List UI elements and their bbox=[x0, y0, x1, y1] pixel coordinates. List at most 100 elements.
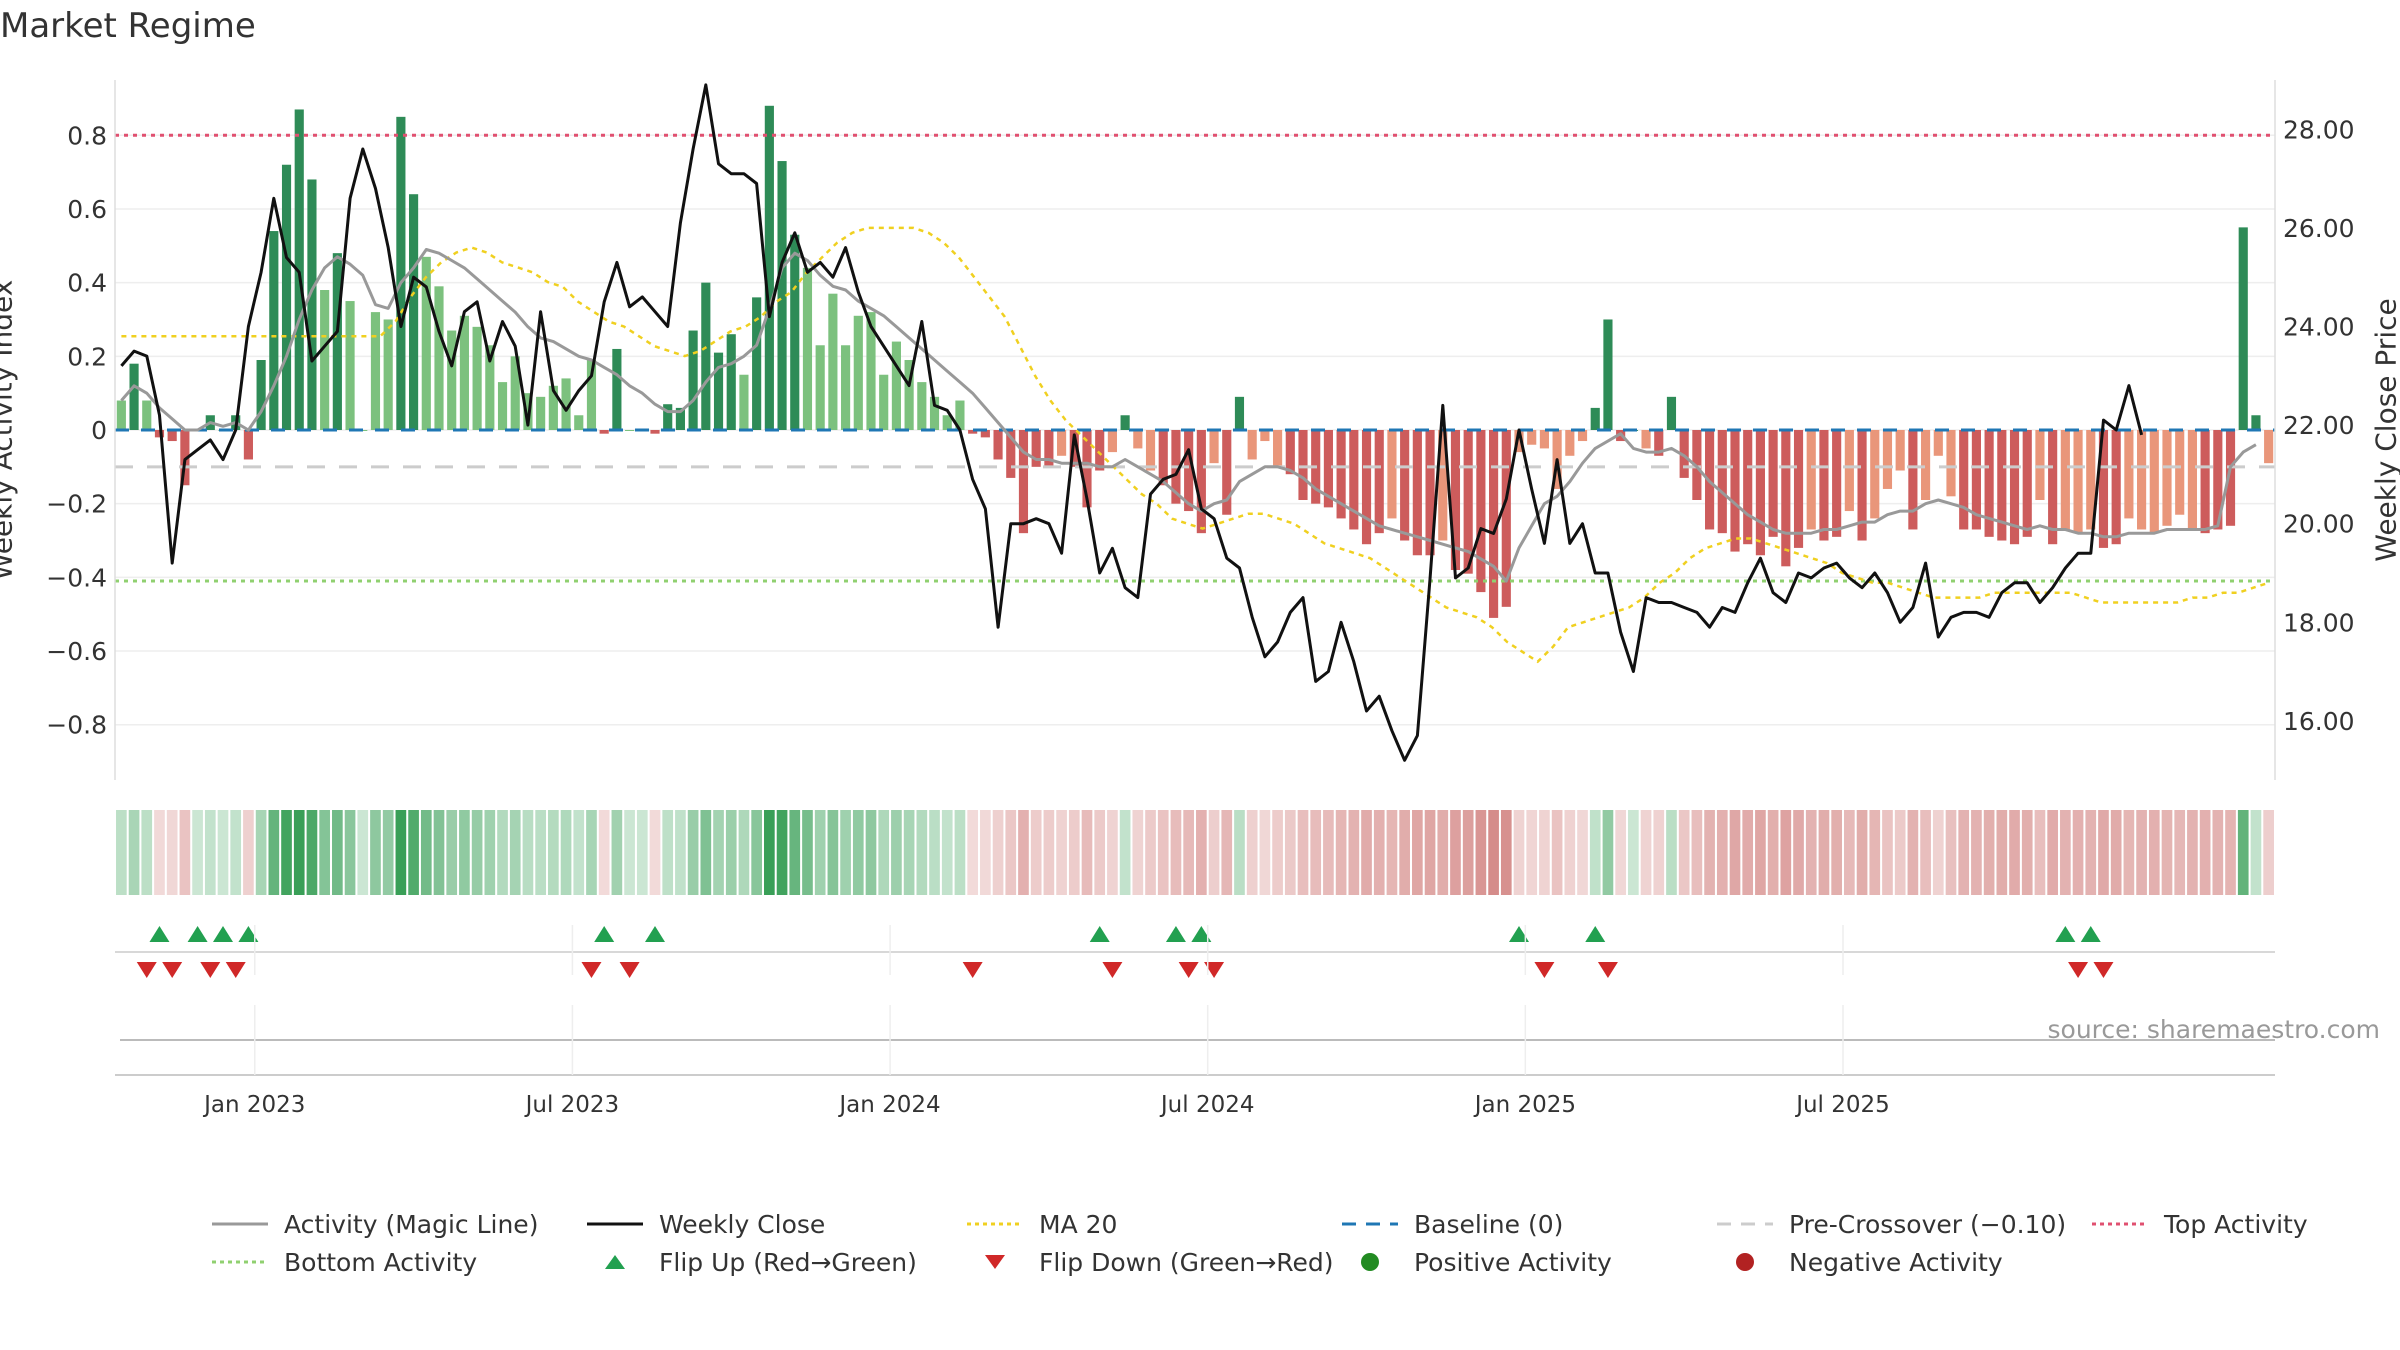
activity-bar bbox=[485, 345, 495, 430]
activity-bar bbox=[1946, 430, 1956, 497]
activity-bar bbox=[1539, 430, 1549, 449]
regime-cell bbox=[1246, 810, 1258, 895]
triangle-up-icon bbox=[605, 1255, 625, 1269]
flip-up-marker bbox=[1509, 926, 1529, 942]
activity-bar bbox=[1158, 430, 1168, 486]
regime-cell bbox=[1907, 810, 1919, 895]
activity-bar bbox=[510, 356, 520, 430]
regime-cell bbox=[344, 810, 356, 895]
activity-bar bbox=[1641, 430, 1651, 449]
activity-bar bbox=[269, 231, 279, 430]
activity-bar bbox=[1577, 430, 1588, 442]
activity-bar bbox=[663, 404, 673, 430]
activity-bar bbox=[968, 430, 978, 434]
legend-item: Bottom Activity bbox=[210, 1243, 477, 1281]
regime-cell bbox=[1805, 810, 1817, 895]
flip-up-marker bbox=[238, 926, 259, 942]
activity-bar bbox=[1234, 396, 1245, 430]
y-tick-label-left: 0.2 bbox=[67, 342, 107, 371]
regime-cell bbox=[535, 810, 546, 895]
regime-cell bbox=[420, 810, 432, 895]
regime-cell bbox=[509, 810, 521, 895]
regime-cell bbox=[268, 810, 280, 895]
activity-bar bbox=[1450, 430, 1461, 570]
regime-cell bbox=[1068, 810, 1080, 895]
regime-cell bbox=[1119, 810, 1131, 895]
regime-cell bbox=[2085, 810, 2097, 895]
flip-down-marker bbox=[1178, 962, 1199, 978]
regime-cell bbox=[1310, 810, 1322, 895]
regime-cell bbox=[929, 810, 940, 895]
activity-bar bbox=[841, 345, 851, 430]
activity-bar bbox=[1730, 430, 1740, 552]
regime-cell bbox=[1742, 810, 1754, 895]
activity-bar bbox=[764, 105, 774, 430]
regime-cell bbox=[1678, 810, 1690, 895]
activity-bar bbox=[256, 360, 266, 430]
activity-bar bbox=[650, 430, 660, 434]
regime-cell bbox=[1018, 810, 1029, 895]
axes: −0.8 −0.6 −0.4 −0.2 0 0.2 0.4 0.6 0.8 16.00 18.00 2… bbox=[46, 80, 2355, 780]
activity-bar bbox=[345, 301, 355, 430]
legend-item: Weekly Close bbox=[585, 1205, 825, 1243]
legend-swatch-icon bbox=[1736, 1253, 1754, 1271]
regime-cell bbox=[751, 810, 762, 895]
regime-cell bbox=[2110, 810, 2122, 895]
regime-cell bbox=[1170, 810, 1182, 895]
activity-bar bbox=[1095, 430, 1105, 471]
legend-item: MA 20 bbox=[965, 1205, 1117, 1243]
activity-bar bbox=[1209, 430, 1219, 464]
activity-bar bbox=[434, 286, 444, 430]
regime-cell bbox=[687, 810, 699, 895]
activity-bar bbox=[1501, 430, 1511, 607]
regime-cell bbox=[230, 810, 242, 895]
source-credit: source: sharemaestro.com bbox=[2047, 1015, 2381, 1044]
activity-bar bbox=[612, 348, 622, 430]
regime-cell bbox=[2199, 810, 2211, 895]
regime-cell bbox=[992, 810, 1004, 895]
chart-legend: Activity (Magic Line) Weekly Close MA 20 Ba… bbox=[210, 1205, 2400, 1285]
regime-cell bbox=[204, 810, 216, 895]
legend-label: Positive Activity bbox=[1414, 1247, 1612, 1277]
regime-cell bbox=[1831, 810, 1842, 895]
activity-bar bbox=[167, 430, 177, 442]
activity-bar bbox=[1781, 430, 1791, 567]
x-tick-label: Jul 2025 bbox=[1794, 1092, 1890, 1118]
regime-cell bbox=[1666, 810, 1677, 895]
regime-cell bbox=[560, 810, 572, 895]
regime-cell bbox=[1932, 810, 1944, 895]
regime-cell bbox=[713, 810, 724, 895]
regime-cell bbox=[1412, 810, 1423, 895]
activity-bar bbox=[1425, 430, 1435, 556]
regime-cell bbox=[484, 810, 496, 895]
y-tick-label-left: −0.6 bbox=[46, 637, 107, 666]
regime-cell bbox=[1894, 810, 1906, 895]
regime-cell bbox=[827, 810, 839, 895]
activity-bar bbox=[739, 374, 749, 430]
regime-cell bbox=[649, 810, 661, 895]
regime-cell bbox=[192, 810, 203, 895]
regime-cell bbox=[2237, 810, 2249, 895]
legend-swatch-icon bbox=[587, 1222, 643, 1226]
activity-bar bbox=[1120, 415, 1130, 430]
activity-bar bbox=[1489, 430, 1499, 618]
regime-cell bbox=[1348, 810, 1360, 895]
activity-bar bbox=[2200, 430, 2210, 534]
regime-cell bbox=[776, 810, 788, 895]
regime-cell bbox=[2212, 810, 2224, 895]
activity-bar bbox=[2060, 430, 2070, 530]
activity-bar bbox=[1463, 430, 1473, 574]
activity-bar bbox=[281, 164, 292, 430]
regime-strip bbox=[116, 810, 2274, 895]
activity-bar bbox=[2048, 430, 2058, 545]
regime-cell bbox=[141, 810, 153, 895]
activity-bar bbox=[2137, 430, 2147, 530]
flip-down-marker bbox=[1102, 962, 1123, 978]
regime-cell bbox=[725, 810, 737, 895]
regime-cell bbox=[2250, 810, 2262, 895]
magic-line bbox=[120, 248, 2257, 583]
activity-bar bbox=[2022, 430, 2032, 537]
activity-bar bbox=[1222, 430, 1232, 515]
activity-bar bbox=[1768, 430, 1778, 537]
regime-cell bbox=[2174, 810, 2186, 895]
